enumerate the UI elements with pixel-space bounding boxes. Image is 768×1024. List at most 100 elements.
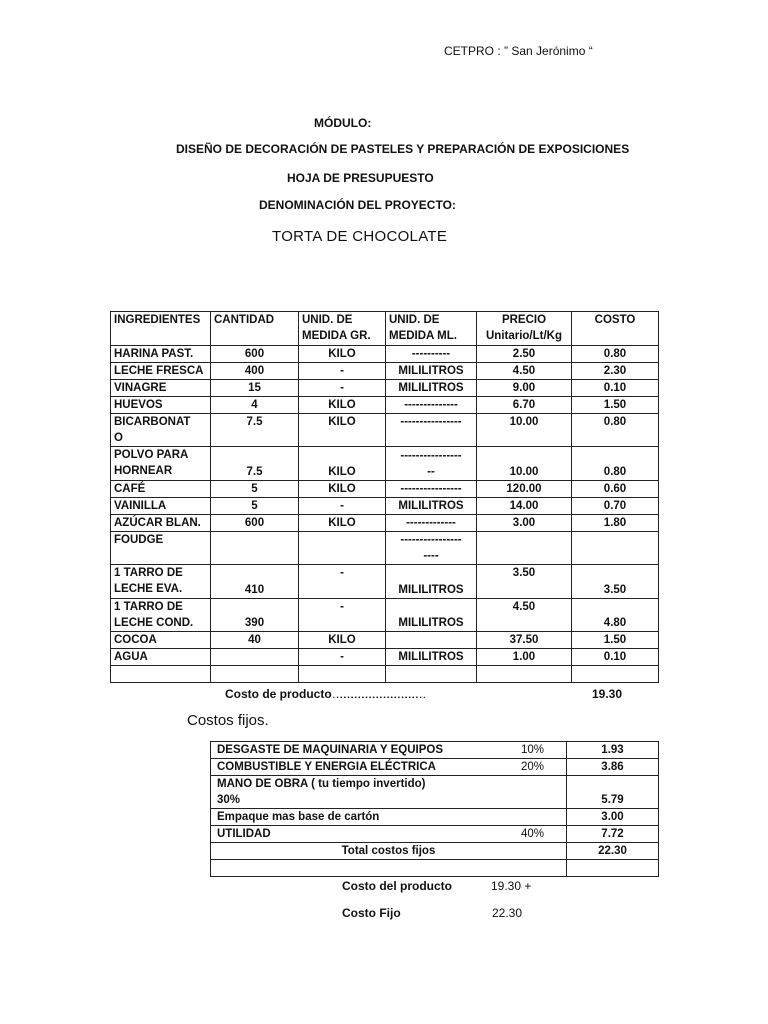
- table-cell: HARINA PAST.: [110, 345, 211, 363]
- table-cell: MILILITROS: [385, 648, 477, 666]
- product-cost-value: 19.30: [592, 687, 623, 701]
- table-cell: ----------: [385, 345, 477, 363]
- summary-fixed-label: Costo Fijo: [342, 906, 401, 920]
- fixed-cost-value: 7.72: [566, 825, 659, 843]
- product-cost-label: Costo de producto………………………………………………………………: [225, 687, 427, 701]
- table-cell: 6.70: [476, 396, 572, 414]
- fixed-cost-label-text: DESGASTE DE MAQUINARIA Y EQUIPOS: [217, 744, 443, 756]
- project-name: TORTA DE CHOCOLATE: [272, 228, 448, 245]
- table-cell: 600: [210, 345, 299, 363]
- table-row: 1 TARRO DE LECHE EVA. 410- MILILITROS 3.50 3…: [110, 564, 659, 599]
- table-cell: [476, 531, 572, 565]
- table-cell: 9.00: [476, 379, 572, 397]
- table-cell: KILO: [298, 446, 386, 481]
- column-header: CANTIDAD: [210, 311, 299, 346]
- table-cell: 0.80: [571, 446, 659, 481]
- table-cell: [210, 531, 299, 565]
- fixed-cost-value: 1.93: [566, 741, 659, 759]
- institution: CETPRO : ” San Jerónimo “: [444, 44, 593, 58]
- table-cell: 3.00: [476, 514, 572, 532]
- table-cell: 1.00: [476, 648, 572, 666]
- table-cell: VAINILLA: [110, 497, 211, 515]
- table-cell: 7.5: [210, 446, 299, 481]
- table-cell: 390: [210, 598, 299, 632]
- fixed-cost-label-text: MANO DE OBRA ( tu tiempo invertido) 30%: [217, 778, 426, 806]
- table-cell: 1 TARRO DE LECHE EVA.: [110, 564, 211, 599]
- table-row: HUEVOS 4 KILO -------------- 6.70 1.50: [110, 396, 659, 414]
- table-cell: 120.00: [476, 480, 572, 498]
- table-cell: MILILITROS: [385, 564, 477, 599]
- table-cell: 2.50: [476, 345, 572, 363]
- table-cell: 0.10: [571, 379, 659, 397]
- table-row: POLVO PARA HORNEAR 7.5 KILO ---------------…: [110, 446, 659, 481]
- module-label: MÓDULO:: [314, 116, 372, 130]
- summary-product-value: 19.30 +: [491, 879, 532, 893]
- table-row: FOUDGE ---------------- ----: [110, 531, 659, 565]
- table-cell: MILILITROS: [385, 362, 477, 380]
- table-cell: KILO: [298, 480, 386, 498]
- table-cell: 40: [210, 631, 299, 649]
- table-cell: 7.5: [210, 413, 299, 447]
- table-cell: 0.80: [571, 413, 659, 447]
- table-cell: KILO: [298, 413, 386, 447]
- table-row: VINAGRE 15- MILILITROS 9.00 0.10: [110, 379, 659, 397]
- ingredients-section: INGREDIENTES CANTIDAD UNID. DE MEDIDA GR. U…: [110, 311, 659, 707]
- table-cell: -: [298, 564, 386, 599]
- table-cell: 0.80: [571, 345, 659, 363]
- table-cell: KILO: [298, 345, 386, 363]
- empty-row: [210, 859, 659, 877]
- table-cell: [298, 665, 386, 683]
- table-cell: [385, 665, 477, 683]
- table-cell: [210, 648, 299, 666]
- fixed-cost-label-text: Empaque mas base de cartón: [217, 811, 380, 823]
- table-cell: ----------------: [385, 480, 477, 498]
- fixed-cost-label: Empaque mas base de cartón: [210, 808, 567, 826]
- table-cell: 4.80: [571, 598, 659, 632]
- fixed-cost-label: 20% COMBUSTIBLE Y ENERGIA ELÉCTRICA: [210, 758, 567, 776]
- table-cell: POLVO PARA HORNEAR: [110, 446, 211, 481]
- table-cell: [385, 631, 477, 649]
- column-header: INGREDIENTES: [110, 311, 211, 346]
- table-cell: 5: [210, 497, 299, 515]
- fixed-cost-label: 40% UTILIDAD: [210, 825, 567, 843]
- column-header: COSTO: [571, 311, 659, 346]
- product-cost-line: Costo de producto………………………………………………………………: [110, 685, 658, 707]
- table-cell: MILILITROS: [385, 497, 477, 515]
- table-cell: ----------------: [385, 413, 477, 447]
- table-row: 1 TARRO DE LECHE COND. 390- MILILITROS 4.50…: [110, 598, 659, 632]
- fixed-cost-label: 10% DESGASTE DE MAQUINARIA Y EQUIPOS: [210, 741, 567, 759]
- table-cell: AZÚCAR BLAN.: [110, 514, 211, 532]
- table-row: AZÚCAR BLAN. 600 KILO ------------- 3.00 1.80: [110, 514, 659, 532]
- summary-fixed-value: 22.30: [492, 906, 523, 920]
- table-cell: -: [298, 598, 386, 632]
- table-cell: BICARBONAT O: [110, 413, 211, 447]
- fixed-cost-percent: 20%: [520, 761, 544, 773]
- table-cell: -------------: [385, 514, 477, 532]
- table-cell: AGUA: [110, 648, 211, 666]
- fixed-cost-percent: 10%: [520, 744, 544, 756]
- summary-product-line: Costo del producto 19.30 +: [187, 877, 658, 904]
- table-cell: 14.00: [476, 497, 572, 515]
- fixed-costs-section: Costos fijos. 10% DESGASTE DE MAQUINARIA …: [187, 712, 659, 931]
- column-header: UNID. DE MEDIDA GR.: [298, 311, 386, 346]
- table-cell: MILILITROS: [385, 598, 477, 632]
- table-cell: 0.70: [571, 497, 659, 515]
- column-header: UNID. DE MEDIDA ML.: [385, 311, 477, 346]
- table-cell: CAFÉ: [110, 480, 211, 498]
- table-cell: 1.50: [571, 631, 659, 649]
- table-cell: 4.50: [476, 598, 572, 632]
- table-cell: 1 TARRO DE LECHE COND.: [110, 598, 211, 632]
- module-name: DISEÑO DE DECORACIÓN DE PASTELES Y PREPA…: [176, 142, 630, 156]
- fixed-cost-row: 20% COMBUSTIBLE Y ENERGIA ELÉCTRICA 3.86: [210, 758, 659, 776]
- table-cell: -: [298, 379, 386, 397]
- table-cell: 0.60: [571, 480, 659, 498]
- table-row: [110, 665, 659, 683]
- table-cell: VINAGRE: [110, 379, 211, 397]
- fixed-costs-table: 10% DESGASTE DE MAQUINARIA Y EQUIPOS 1.93 2…: [210, 741, 659, 877]
- table-cell: 600: [210, 514, 299, 532]
- project-label: DENOMINACIÓN DEL PROYECTO:: [259, 198, 456, 212]
- fixed-cost-total-row: Total costos fijos 22.30: [210, 842, 659, 860]
- table-cell: [110, 665, 211, 683]
- table-cell: 410: [210, 564, 299, 599]
- table-cell: ---------------- ----: [385, 531, 477, 565]
